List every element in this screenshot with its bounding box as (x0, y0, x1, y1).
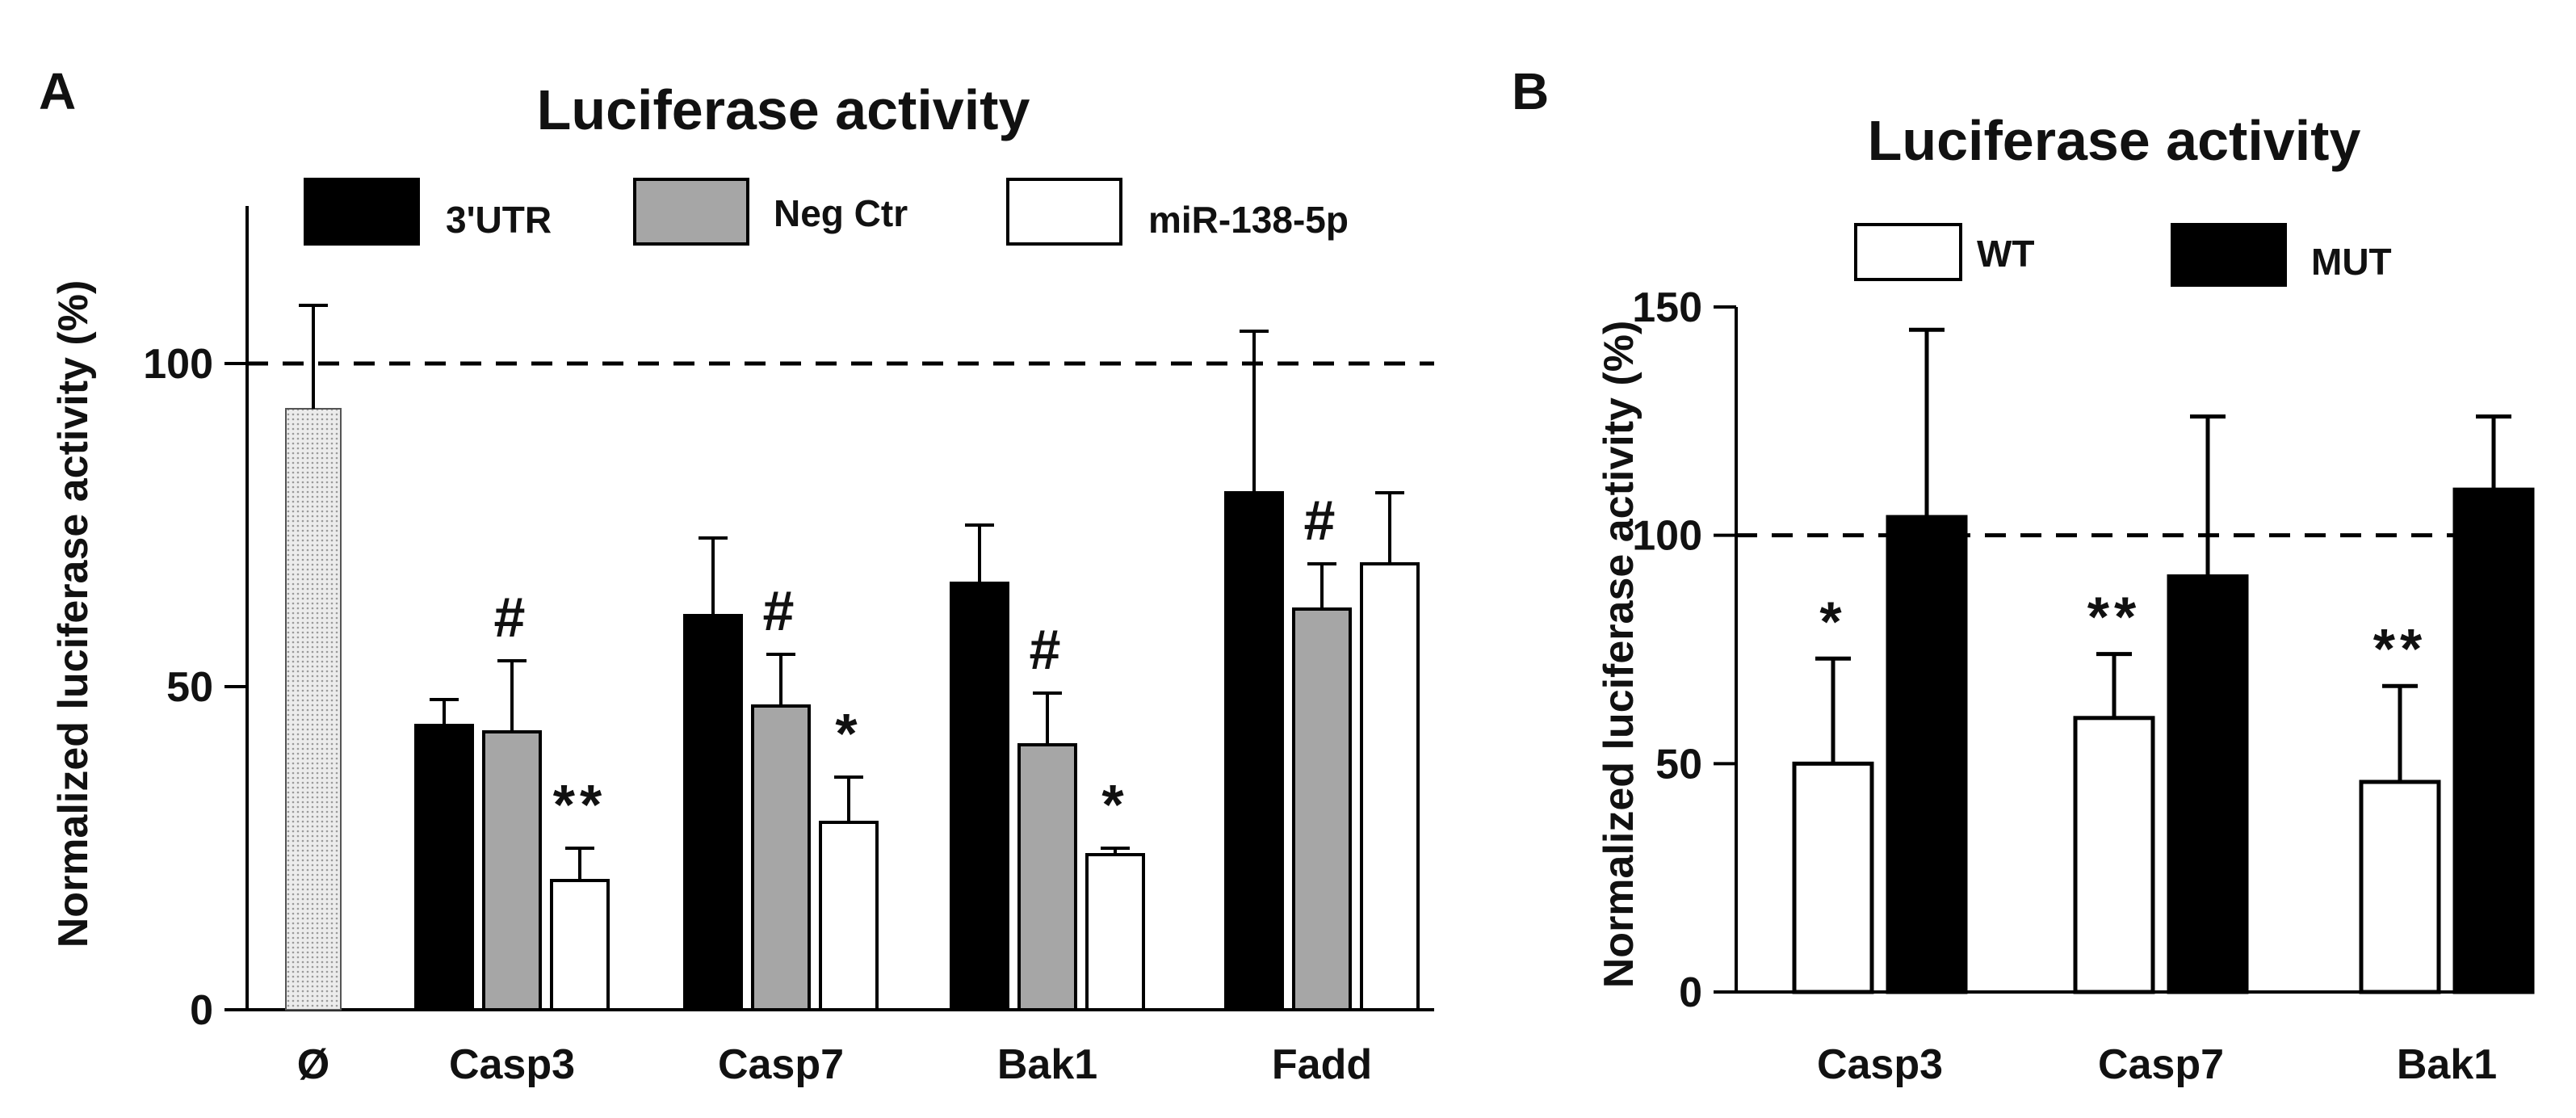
panel-a-xtick-fadd: Fadd (1272, 1041, 1372, 1088)
panel-b-bar-casp7-mut (2167, 574, 2249, 994)
panel-a-annotation-0: # (494, 586, 531, 649)
legend-a-3utr-label: 3'UTR (446, 199, 552, 241)
panel-b-title: Luciferase activity (1868, 109, 2361, 172)
panel-a-bar-bak1-0 (950, 582, 1009, 1011)
panel-b-ytick-label-100: 100 (1632, 513, 1702, 560)
chart-marks: 0 50 100 Ø Casp3 Casp7 Bak1 Fadd # ** # * # * #0 50 100 1… (143, 206, 2535, 1088)
panel-b-bar-casp3-wt (1792, 761, 1874, 994)
panel-a-ytick-label-50: 50 (166, 664, 213, 711)
legend-b-mut-swatch (2171, 223, 2287, 287)
panel-b-annotation-1: ** (2087, 586, 2141, 649)
panel-a-annotation-6: # (1304, 489, 1340, 552)
panel-b-bar-casp3-mut (1886, 515, 1968, 994)
panel-a-bar-casp3-1 (482, 730, 542, 1011)
panel-b-bar-casp7-wt (2073, 716, 2155, 994)
panel-a-ylabel: Normalized luciferase activity (%) (50, 280, 97, 948)
legend-a-3utr-swatch (304, 178, 420, 246)
panel-a-bar-casp7-2 (819, 821, 879, 1011)
panel-a-annotation-3: * (835, 702, 862, 765)
panel-b-ytick-label-150: 150 (1632, 284, 1702, 331)
panel-a-bar-casp3-2 (550, 879, 610, 1011)
panel-a-bar-fadd-2 (1360, 562, 1420, 1011)
panel-a-xtick-bak1: Bak1 (997, 1041, 1097, 1088)
legend-b-wt-label: WT (1977, 233, 2035, 275)
panel-b-xtick-bak1: Bak1 (2397, 1041, 2497, 1088)
panel-a-xtick-empty: Ø (297, 1041, 329, 1088)
legend-a-mir-swatch (1006, 178, 1122, 246)
legend-b-wt-swatch (1854, 223, 1962, 281)
panel-b-annotation-2: ** (2373, 617, 2427, 680)
panel-a-bar-empty (285, 408, 342, 1011)
panel-a-ytick-label-100: 100 (143, 341, 213, 388)
panel-b-ytick-label-0: 0 (1679, 969, 1702, 1016)
panel-b-xtick-casp3: Casp3 (1817, 1041, 1943, 1088)
panel-a-title: Luciferase activity (537, 78, 1030, 141)
panel-a-bar-fadd-1 (1292, 607, 1352, 1011)
panel-a-bar-bak1-2 (1085, 853, 1145, 1011)
panel-a-xtick-casp7: Casp7 (718, 1041, 844, 1088)
panel-a-annotation-5: * (1101, 773, 1128, 836)
panel-a-bar-casp7-1 (751, 704, 811, 1011)
legend-a-mir-label: miR-138-5p (1148, 199, 1349, 241)
panel-b-annotation-0: * (1819, 590, 1846, 653)
panel-a-ytick-label-0: 0 (190, 987, 213, 1034)
panel-a-label: A (39, 62, 76, 120)
panel-a-annotation-2: # (763, 579, 799, 642)
panel-a-bar-fadd-0 (1224, 491, 1284, 1011)
legend-b-mut-label: MUT (2311, 241, 2392, 283)
panel-b-label: B (1512, 62, 1549, 120)
panel-a-annotation-4: # (1030, 618, 1066, 681)
panel-a-xtick-casp3: Casp3 (449, 1041, 575, 1088)
panel-b-xtick-casp7: Casp7 (2098, 1041, 2224, 1088)
panel-b-ylabel: Normalized luciferase activity (%) (1596, 321, 1643, 989)
legend-a-negctr-swatch (633, 178, 749, 246)
panel-b-bar-bak1-wt (2359, 780, 2441, 994)
panel-a-bar-casp7-0 (683, 614, 743, 1011)
panel-a-bar-bak1-1 (1017, 743, 1077, 1011)
panel-b-ytick-label-50: 50 (1655, 741, 1702, 788)
legend-a-negctr-label: Neg Ctr (774, 192, 908, 234)
panel-a-annotation-1: ** (553, 773, 606, 836)
panel-b-bar-bak1-mut (2452, 487, 2535, 994)
panel-a-bar-casp3-0 (414, 724, 474, 1011)
